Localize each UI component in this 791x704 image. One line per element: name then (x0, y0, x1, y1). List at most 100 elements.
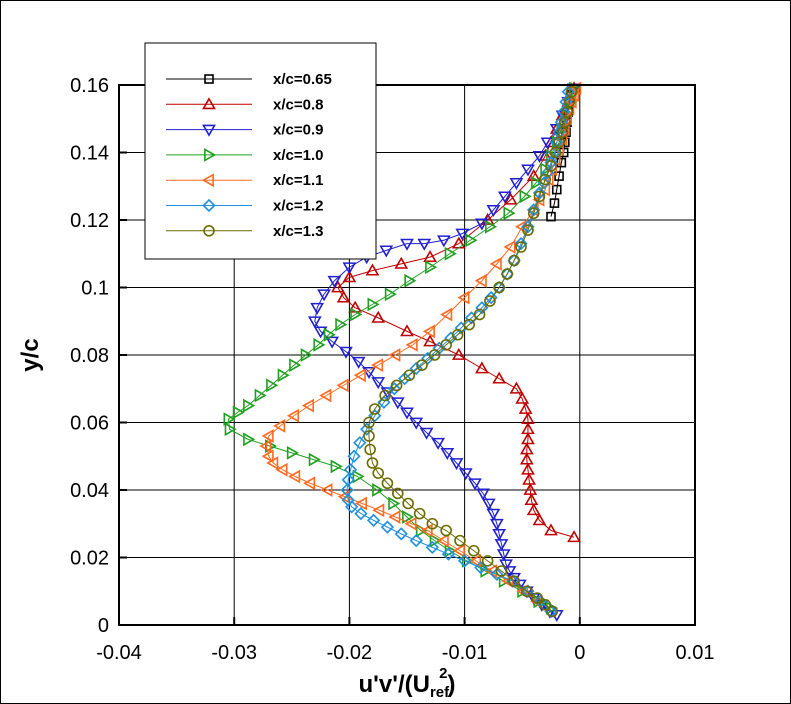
data-point (387, 382, 401, 396)
data-point (515, 241, 527, 253)
data-point (451, 328, 464, 341)
data-point (539, 173, 552, 186)
data-point (232, 405, 245, 420)
data-point (440, 447, 455, 460)
data-point (549, 146, 562, 159)
x-axis-title: u'v'/(Uref 2) (359, 665, 456, 701)
data-point (403, 369, 416, 382)
data-point (526, 169, 541, 182)
data-point (457, 290, 470, 305)
data-point (514, 236, 528, 251)
legend-label: x/c=1.2 (273, 198, 323, 215)
tick-labels: -0.04 -0.03 -0.02 -0.01 0 0.01 0 0.02 0.04 0.06 0.… (70, 75, 714, 664)
data-point (475, 218, 489, 231)
data-point (368, 409, 382, 423)
data-point (436, 235, 451, 248)
series-layer (223, 81, 582, 622)
data-point (485, 219, 498, 234)
data-point (313, 326, 328, 339)
data-point (524, 493, 539, 506)
data-point (429, 533, 442, 548)
ticks (118, 84, 696, 626)
data-point (544, 155, 558, 170)
data-point (556, 126, 569, 139)
data-point (266, 456, 279, 470)
data-point (308, 452, 321, 467)
data-point (545, 160, 557, 172)
data-point (508, 254, 520, 267)
data-point (243, 398, 256, 413)
x-axis-title-subscript: ref (430, 684, 450, 701)
data-point (391, 487, 404, 500)
data-point (509, 381, 524, 394)
data-point (275, 462, 288, 477)
legend-item: x/c=1.0 (166, 147, 323, 164)
data-point (301, 398, 315, 413)
data-point (468, 478, 482, 491)
data-point (325, 336, 339, 349)
data-point (444, 246, 457, 261)
data-point (465, 233, 478, 248)
data-point (390, 379, 403, 392)
data-point (521, 585, 533, 598)
data-point (345, 500, 359, 514)
data-point (515, 391, 530, 404)
data-point (440, 339, 452, 351)
series-line (314, 88, 575, 616)
data-point (402, 497, 414, 510)
x-axis-title-superscript: 2 (439, 665, 447, 682)
data-point (449, 458, 464, 471)
data-point (347, 449, 361, 463)
data-point (522, 472, 536, 485)
data-point (425, 260, 438, 275)
data-point (531, 592, 543, 604)
data-point (484, 295, 496, 307)
data-point (532, 150, 547, 163)
data-point (549, 198, 560, 208)
data-point (409, 417, 424, 430)
data-point (419, 427, 434, 440)
data-point (286, 408, 300, 423)
data-point (388, 510, 401, 524)
data-point (544, 523, 558, 536)
y-tick-label: 0.08 (70, 345, 109, 367)
data-point (331, 280, 345, 293)
data-point (519, 189, 532, 204)
data-point (277, 368, 290, 383)
data-point (372, 467, 385, 479)
x-axis-title-close: ) (447, 671, 455, 698)
data-point (336, 290, 351, 303)
data-point (405, 337, 418, 352)
data-point (531, 175, 544, 190)
legend-item: x/c=1.2 (166, 198, 323, 215)
data-point (409, 533, 423, 548)
data-point (486, 508, 501, 521)
data-point (286, 445, 299, 460)
data-point (454, 534, 466, 547)
data-point (499, 559, 513, 572)
data-point (495, 565, 508, 577)
data-point (532, 513, 547, 526)
data-point (546, 605, 558, 618)
data-point (468, 544, 480, 557)
data-point (388, 348, 401, 362)
data-point (398, 371, 412, 386)
data-point (323, 327, 336, 342)
data-point (366, 513, 381, 528)
y-tick-label: 0.06 (70, 413, 109, 435)
data-point (527, 207, 540, 220)
data-point (350, 307, 363, 322)
data-point (402, 510, 415, 524)
x-tick-label: -0.04 (96, 642, 142, 664)
data-point (353, 436, 367, 450)
data-point (343, 463, 358, 477)
data-point (455, 228, 470, 241)
data-point (428, 349, 441, 361)
data-point (452, 543, 465, 558)
series-x/c=0.9 (307, 83, 581, 622)
data-point (342, 262, 357, 275)
data-point (441, 547, 456, 561)
legend-item: x/c=0.8 (166, 96, 323, 113)
data-point (431, 437, 445, 450)
